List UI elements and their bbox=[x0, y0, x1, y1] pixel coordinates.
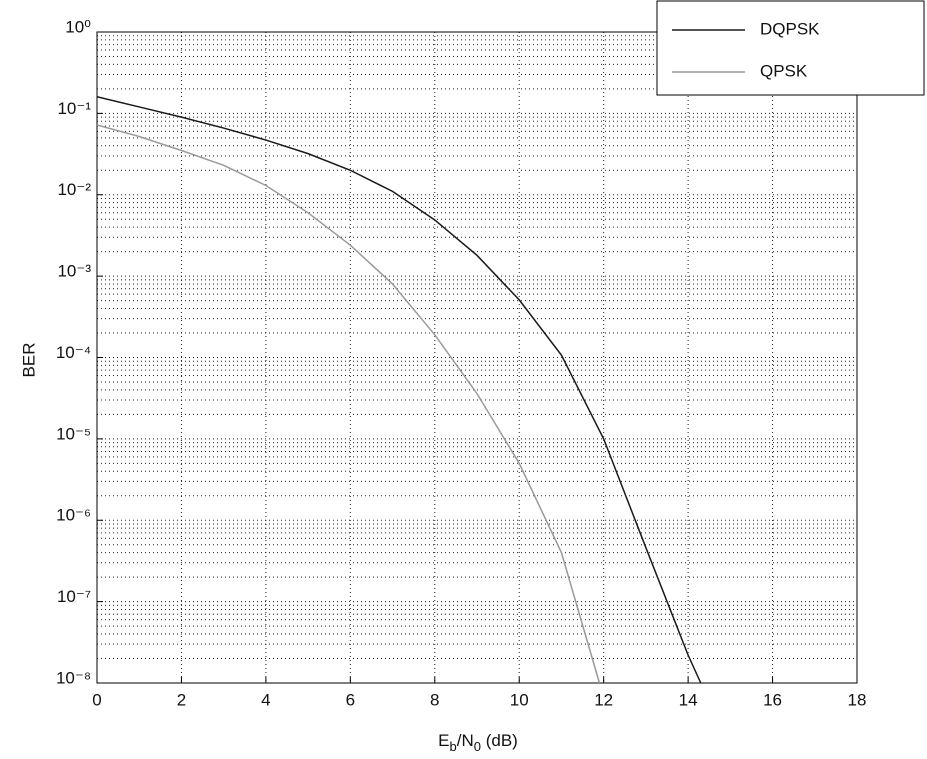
legend-label: QPSK bbox=[760, 61, 808, 80]
y-tick-label: 10⁻³ bbox=[57, 262, 91, 281]
y-tick-label: 10⁻⁵ bbox=[56, 424, 91, 443]
legend: DQPSK QPSK bbox=[656, 0, 925, 96]
plot-frame bbox=[96, 31, 858, 684]
x-label-part: (dB) bbox=[481, 731, 518, 750]
legend-label: DQPSK bbox=[760, 19, 820, 38]
y-tick-label: 10⁻⁴ bbox=[56, 343, 91, 362]
y-tick-label: 10⁻⁸ bbox=[56, 668, 91, 687]
x-label-sub: 0 bbox=[474, 739, 481, 754]
y-axis-label: BER bbox=[19, 343, 38, 378]
y-tick-label: 10⁻⁶ bbox=[56, 506, 91, 525]
x-label-part: E bbox=[438, 731, 449, 750]
x-tick-label: 2 bbox=[177, 690, 186, 709]
y-tick-label: 10⁰ bbox=[65, 17, 91, 36]
series-line bbox=[96, 124, 601, 684]
y-tick-label: 10⁻¹ bbox=[57, 99, 91, 118]
x-tick-label: 12 bbox=[594, 690, 613, 709]
x-label-sub: b bbox=[450, 739, 457, 754]
x-tick-label: 8 bbox=[430, 690, 439, 709]
x-axis-label: Eb/N0 (dB) bbox=[438, 731, 518, 754]
y-tick-label: 10⁻⁷ bbox=[57, 587, 91, 606]
x-tick-label: 14 bbox=[679, 690, 698, 709]
x-label-part: /N bbox=[457, 731, 474, 750]
x-tick-label: 6 bbox=[346, 690, 355, 709]
x-tick-label: 4 bbox=[261, 690, 270, 709]
x-tick-label: 10 bbox=[510, 690, 529, 709]
x-tick-label: 16 bbox=[763, 690, 782, 709]
x-tick-label: 18 bbox=[848, 690, 867, 709]
legend-box bbox=[656, 0, 925, 96]
x-tick-label: 0 bbox=[92, 690, 101, 709]
series-line bbox=[96, 96, 702, 684]
y-tick-label: 10⁻² bbox=[57, 180, 91, 199]
